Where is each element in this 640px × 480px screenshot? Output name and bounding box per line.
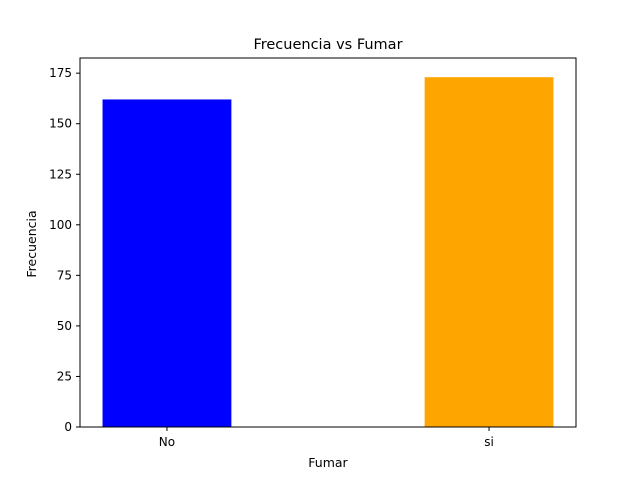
y-tick-label: 0 bbox=[64, 420, 72, 434]
y-tick-label: 150 bbox=[49, 117, 72, 131]
y-tick-label: 175 bbox=[49, 66, 72, 80]
y-axis-label: Frecuencia bbox=[24, 210, 39, 277]
y-tick-label: 50 bbox=[57, 319, 72, 333]
axes-frame bbox=[79, 57, 577, 428]
bar-no bbox=[102, 99, 232, 428]
y-tick-label: 100 bbox=[49, 218, 72, 232]
y-tick-label: 75 bbox=[57, 268, 72, 282]
y-tick-label: 125 bbox=[49, 167, 72, 181]
bar-si bbox=[424, 77, 554, 427]
y-tick-label: 25 bbox=[57, 369, 72, 383]
x-tick-label: si bbox=[484, 435, 494, 449]
chart-title: Frecuencia vs Fumar bbox=[253, 37, 402, 53]
x-axis-label: Fumar bbox=[308, 455, 348, 470]
x-tick-label: No bbox=[159, 435, 175, 449]
plot-area: 0 25 50 75 100 125 150 175 No si bbox=[49, 57, 577, 449]
